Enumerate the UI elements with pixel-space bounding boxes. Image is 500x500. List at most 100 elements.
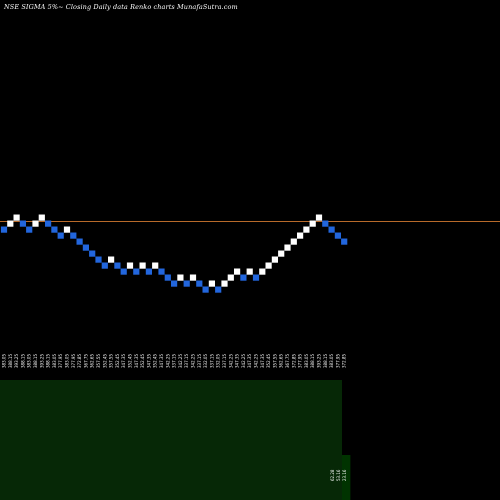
renko-brick [32, 220, 39, 227]
x-tick-label: 352.45 [128, 354, 133, 368]
x-tick-label: 388.15 [323, 354, 328, 368]
renko-brick [38, 214, 45, 221]
x-tick-label: 352.45 [140, 354, 145, 368]
renko-brick [139, 262, 146, 269]
renko-brick [70, 232, 77, 239]
renko-brick [177, 274, 184, 281]
x-tick-label: 372.85 [342, 354, 347, 368]
x-tick-label: 388.15 [33, 354, 38, 368]
renko-brick [271, 256, 278, 263]
x-tick-label: 383.05 [2, 354, 7, 368]
renko-brick [133, 268, 140, 275]
x-tick-label: 337.15 [197, 354, 202, 368]
renko-brick [240, 274, 247, 281]
x-tick-label: 367.75 [83, 354, 88, 368]
renko-brick [45, 220, 52, 227]
renko-brick [252, 274, 260, 281]
renko-brick [265, 262, 272, 269]
renko-brick [51, 226, 58, 233]
x-tick-label: 372.85 [291, 354, 296, 368]
renko-brick [246, 268, 253, 275]
volume-bar [342, 455, 351, 500]
renko-brick [221, 280, 228, 287]
renko-brick [26, 226, 33, 233]
x-tick-label: 388.15 [46, 354, 51, 368]
renko-brick [158, 268, 165, 275]
x-tick-label: 377.95 [58, 354, 63, 368]
renko-brick [57, 232, 64, 239]
x-tick-label: 352.45 [102, 354, 107, 368]
renko-brick [145, 268, 152, 275]
x-tick-label: 393.25 [14, 354, 19, 368]
renko-brick [13, 214, 20, 221]
x-tick-label: 332.05 [203, 354, 208, 368]
x-tick-label: 383.05 [52, 354, 57, 368]
x-tick-label: 337.15 [184, 354, 189, 368]
renko-brick [89, 250, 96, 257]
x-tick-label: 347.35 [260, 354, 265, 368]
x-tick-label: 393.25 [39, 354, 44, 368]
renko-brick [290, 238, 297, 245]
renko-brick [189, 274, 197, 281]
renko-brick [171, 280, 178, 287]
renko-brick [196, 280, 203, 287]
renko-brick [234, 268, 241, 275]
x-tick-label: 383.05 [65, 354, 70, 368]
renko-brick [315, 214, 323, 221]
renko-brick [63, 226, 71, 233]
x-tick-label: 347.35 [121, 354, 126, 368]
renko-brick [7, 220, 14, 227]
x-tick-label: 357.55 [109, 354, 114, 368]
x-tick-label: 383.05 [27, 354, 32, 368]
x-tick-label: 377.95 [71, 354, 76, 368]
x-tick-label: 342.25 [191, 354, 196, 368]
x-tick-label: 383.05 [304, 354, 309, 368]
renko-brick [278, 250, 285, 257]
renko-brick [227, 274, 234, 281]
renko-brick [284, 244, 291, 251]
renko-brick [0, 226, 8, 233]
x-tick-label: 347.35 [146, 354, 151, 368]
renko-brick [322, 220, 329, 227]
x-tick-label: 393.25 [317, 354, 322, 368]
x-tick-label: 347.35 [134, 354, 139, 368]
renko-brick [303, 226, 310, 233]
x-tick-label: 347.35 [159, 354, 164, 368]
x-tick-label: 342.25 [241, 354, 246, 368]
x-tick-label: 342.25 [165, 354, 170, 368]
volume-label: 62.28 [330, 469, 335, 481]
renko-brick [108, 256, 115, 263]
renko-brick [215, 286, 222, 293]
renko-brick [126, 262, 134, 269]
renko-brick [183, 280, 190, 287]
x-tick-label: 347.35 [235, 354, 240, 368]
x-tick-label: 388.15 [310, 354, 315, 368]
x-tick-label: 337.15 [172, 354, 177, 368]
renko-brick [19, 220, 26, 227]
renko-brick [82, 244, 89, 251]
volume-label: 23.16 [342, 469, 347, 481]
renko-brick [76, 238, 83, 245]
x-tick-label: 362.65 [90, 354, 95, 368]
x-tick-label: 337.15 [222, 354, 227, 368]
x-tick-label: 342.25 [178, 354, 183, 368]
x-tick-label: 332.05 [216, 354, 221, 368]
x-tick-label: 342.25 [228, 354, 233, 368]
x-tick-label: 372.85 [77, 354, 82, 368]
x-tick-label: 352.45 [153, 354, 158, 368]
x-tick-label: 362.65 [279, 354, 284, 368]
x-tick-label: 357.55 [272, 354, 277, 368]
renko-brick [309, 220, 316, 227]
x-tick-label: 367.75 [285, 354, 290, 368]
x-tick-label: 383.05 [329, 354, 334, 368]
renko-brick [114, 262, 121, 269]
renko-brick [120, 268, 127, 275]
renko-brick [101, 262, 108, 269]
renko-brick [208, 280, 215, 287]
renko-brick [202, 286, 209, 293]
renko-brick [259, 268, 266, 275]
chart-title: NSE SIGMA 5%~ Closing Daily data Renko c… [4, 3, 238, 11]
renko-brick [328, 226, 335, 233]
renko-brick [152, 262, 159, 269]
